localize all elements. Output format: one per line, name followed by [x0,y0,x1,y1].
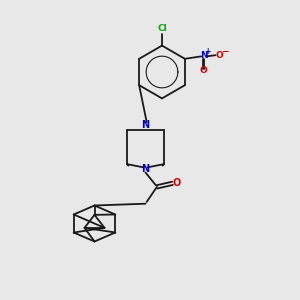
Text: O: O [172,178,181,188]
Text: +: + [205,47,211,56]
Text: N: N [200,51,207,60]
Text: N: N [141,164,150,175]
Text: N: N [141,119,150,130]
Text: −: − [221,47,229,56]
Text: O: O [200,66,207,75]
Text: O: O [215,51,223,60]
Text: Cl: Cl [157,24,167,33]
